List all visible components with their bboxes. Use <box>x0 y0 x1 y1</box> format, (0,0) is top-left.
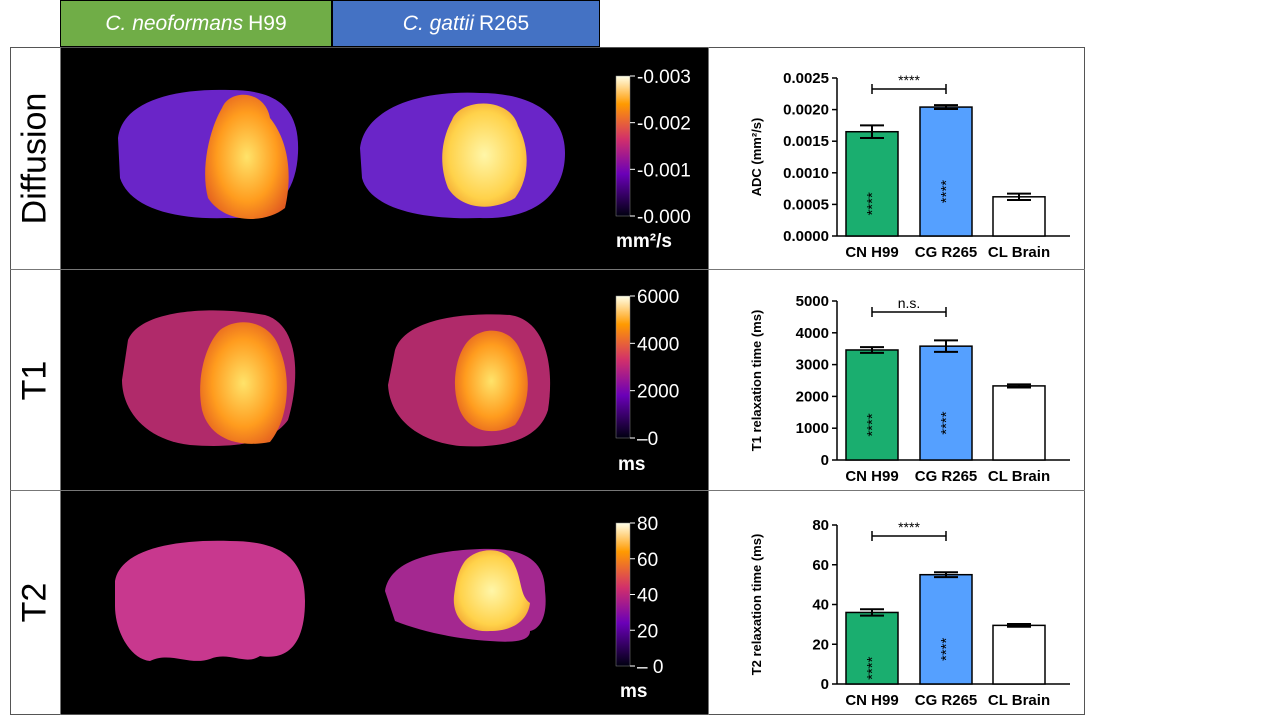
t1-colorbar-ticks: 6000 4000 2000 –0 <box>630 287 679 450</box>
bar-cg-r265 <box>919 345 973 461</box>
x-tick-label: CN H99 <box>845 468 898 485</box>
row-divider-1 <box>10 269 1085 270</box>
header-cn-strain: H99 <box>248 11 287 35</box>
y-axis-title: T2 relaxation time (ms) <box>749 534 764 676</box>
bar-cl-brain <box>992 624 1046 685</box>
adc-bar-chart: 0.0000 0.0005 0.0010 0.0015 0.0020 0.0025 ADC … <box>749 70 1070 261</box>
header-cn-species: C. neoformans <box>105 11 244 35</box>
bar-significance-label: **** <box>938 180 955 204</box>
x-tick-label: CG R265 <box>915 692 978 709</box>
x-tick-label: CL Brain <box>988 692 1050 709</box>
y-tick-label: 0.0025 <box>783 70 829 87</box>
colorbar-tick-label: -0.001 <box>637 160 691 181</box>
y-tick-label: 1000 <box>796 420 829 437</box>
y-tick-label: 2000 <box>796 388 829 405</box>
comparison-label: n.s. <box>898 295 921 311</box>
bar-cn-h99 <box>845 611 899 685</box>
x-tick-label: CN H99 <box>845 692 898 709</box>
y-tick-label: 3000 <box>796 357 829 374</box>
colorbar-tick-label: -0.002 <box>637 114 691 135</box>
colorbar-tick-label: -0.003 <box>637 67 691 88</box>
y-axis-title: ADC (mm²/s) <box>749 118 764 197</box>
colorbar-tick-label: 4000 <box>637 334 679 355</box>
diffusion-image-panel: -0.003 -0.002 -0.001 -0.000 mm²/s <box>60 48 708 269</box>
bar-significance-label: **** <box>864 192 881 216</box>
bar-cn-h99 <box>845 130 899 237</box>
row-divider-2 <box>10 490 1085 491</box>
header-c-gattii-r265: C. gattii R265 <box>332 0 600 47</box>
bar-significance-label: **** <box>938 411 955 435</box>
cn-diffusion-lesion <box>205 94 289 219</box>
x-tick-label: CL Brain <box>988 244 1050 261</box>
diffusion-mri-maps: -0.003 -0.002 -0.001 -0.000 <box>118 67 691 228</box>
t1-mri-maps: 6000 4000 2000 –0 <box>122 287 679 450</box>
bar-cg-r265 <box>919 106 973 237</box>
y-tick-label: 0 <box>821 452 829 469</box>
bar-cn-h99 <box>845 349 899 461</box>
y-tick-label: 20 <box>812 636 829 653</box>
y-tick-label: 0 <box>821 676 829 693</box>
y-tick-label: 80 <box>812 517 829 534</box>
cg-t2-lesion <box>453 550 530 632</box>
bar-cl-brain <box>992 196 1046 237</box>
colorbar-tick-label: 20 <box>637 621 658 642</box>
cg-diffusion-lesion <box>442 103 527 207</box>
cn-t2-brain <box>115 540 305 661</box>
bar-cg-r265 <box>919 573 973 685</box>
header-cg-strain: R265 <box>479 11 530 35</box>
bar-significance-label: **** <box>864 656 881 680</box>
diffusion-colorbar-ticks: -0.003 -0.002 -0.001 -0.000 <box>630 67 691 228</box>
t2-chart-panel: 0 20 40 60 80 T2 relaxation time (ms) **** CN H… <box>709 491 1084 714</box>
x-tick-label: CL Brain <box>988 468 1050 485</box>
bar-significance-label: **** <box>938 638 955 662</box>
diffusion-colorbar-unit: mm²/s <box>616 231 672 252</box>
diffusion-colorbar <box>615 75 631 217</box>
x-tick-label: CG R265 <box>915 244 978 261</box>
colorbar-tick-label: 80 <box>637 514 658 535</box>
t2-colorbar-unit: ms <box>620 681 648 702</box>
x-tick-label: CG R265 <box>915 468 978 485</box>
cn-t1-lesion <box>200 322 287 444</box>
y-tick-label: 5000 <box>796 293 829 310</box>
colorbar-tick-label: –0 <box>637 429 658 450</box>
colorbar-tick-label: 60 <box>637 550 658 571</box>
y-axis-title: T1 relaxation time (ms) <box>749 310 764 452</box>
y-tick-label: 40 <box>812 597 829 614</box>
y-tick-label: 60 <box>812 557 829 574</box>
t2-image-panel: 80 60 40 20 – 0 ms <box>60 491 708 714</box>
colorbar-tick-label: 2000 <box>637 382 679 403</box>
t1-colorbar <box>615 295 631 439</box>
y-tick-label: 0.0000 <box>783 228 829 245</box>
cg-t1-lesion <box>454 330 528 432</box>
y-tick-label: 0.0005 <box>783 196 829 213</box>
colorbar-tick-label: -0.000 <box>637 207 691 228</box>
colorbar-tick-label: 6000 <box>637 287 679 308</box>
bar-significance-label: **** <box>864 413 881 437</box>
colorbar-tick-label: 40 <box>637 586 658 607</box>
t1-colorbar-unit: ms <box>618 454 646 475</box>
label-column-divider <box>60 47 61 715</box>
y-tick-label: 4000 <box>796 325 829 342</box>
y-tick-label: 0.0015 <box>783 133 829 150</box>
colorbar-tick-label: – 0 <box>637 657 663 678</box>
comparison-label: **** <box>898 519 920 535</box>
t1-bar-chart: 0 1000 2000 3000 4000 5000 T1 relaxation time … <box>749 293 1070 485</box>
t2-mri-maps: 80 60 40 20 – 0 <box>115 514 663 678</box>
header-c-neoformans-h99: C. neoformans H99 <box>60 0 332 47</box>
adc-chart-panel: 0.0000 0.0005 0.0010 0.0015 0.0020 0.0025 ADC … <box>709 48 1084 269</box>
figure-frame <box>10 47 1085 715</box>
x-tick-label: CN H99 <box>845 244 898 261</box>
y-tick-label: 0.0020 <box>783 102 829 119</box>
t2-bar-chart: 0 20 40 60 80 T2 relaxation time (ms) **** CN H… <box>749 517 1070 709</box>
chart-column-divider <box>708 47 709 715</box>
t2-colorbar-ticks: 80 60 40 20 – 0 <box>630 514 663 678</box>
y-tick-label: 0.0010 <box>783 165 829 182</box>
t1-image-panel: 6000 4000 2000 –0 ms <box>60 270 708 490</box>
t1-chart-panel: 0 1000 2000 3000 4000 5000 T1 relaxation time … <box>709 270 1084 490</box>
comparison-label: **** <box>898 72 920 88</box>
header-cg-species: C. gattii <box>402 11 474 35</box>
